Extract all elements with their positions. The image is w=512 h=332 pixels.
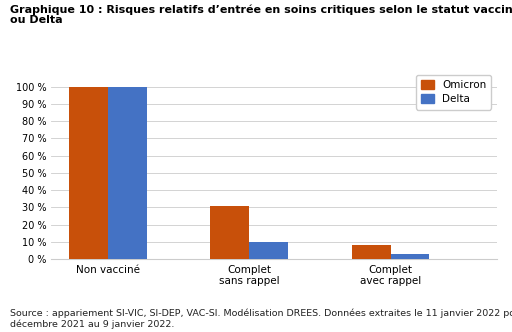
- Bar: [249, 242, 288, 259]
- Bar: [210, 206, 249, 259]
- Bar: [108, 87, 146, 259]
- Bar: [352, 245, 391, 259]
- Text: Graphique 10 : Risques relatifs d’entrée en soins critiques selon le statut vacc: Graphique 10 : Risques relatifs d’entrée…: [10, 5, 512, 16]
- Bar: [391, 254, 430, 259]
- Text: ou Delta: ou Delta: [10, 15, 63, 25]
- Legend: Omicron, Delta: Omicron, Delta: [416, 74, 492, 110]
- Bar: [69, 87, 108, 259]
- Text: Source : appariement SI-VIC, SI-DEP, VAC-SI. Modélisation DREES. Données extrait: Source : appariement SI-VIC, SI-DEP, VAC…: [10, 308, 512, 329]
